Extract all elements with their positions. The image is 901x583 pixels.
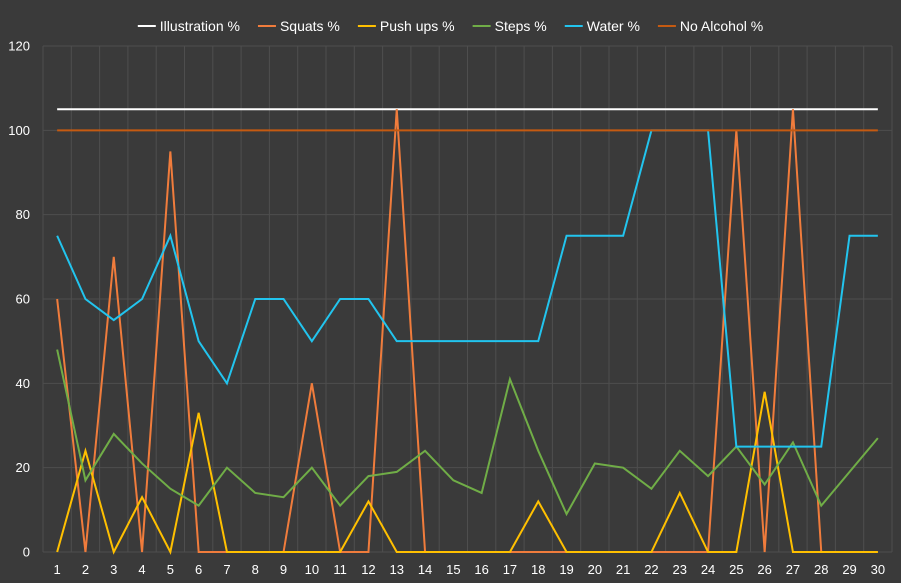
x-tick-label: 18 xyxy=(531,562,545,577)
x-tick-label: 17 xyxy=(503,562,517,577)
legend-label-no-alcohol: No Alcohol % xyxy=(680,18,763,34)
series-line-steps xyxy=(56,349,879,517)
legend-label-squats: Squats % xyxy=(280,18,340,34)
series-line-water xyxy=(56,129,878,448)
x-tick-label: 2 xyxy=(82,562,89,577)
y-tick-label: 100 xyxy=(8,123,30,138)
x-tick-label: 25 xyxy=(729,562,743,577)
y-tick-label: 0 xyxy=(23,545,30,560)
grid-lines xyxy=(42,45,893,553)
x-tick-label: 21 xyxy=(616,562,630,577)
x-tick-label: 7 xyxy=(223,562,230,577)
x-tick-label: 9 xyxy=(280,562,287,577)
x-tick-label: 6 xyxy=(195,562,202,577)
x-tick-label: 20 xyxy=(588,562,602,577)
legend: Illustration % Squats % Push ups % Steps % W… xyxy=(137,18,763,34)
x-tick-label: 13 xyxy=(390,562,404,577)
series-line-push-ups xyxy=(56,391,878,555)
x-axis-ticks: 1 2 3 4 5 6 7 8 9 10 11 12 13 14 15 16 17 18 19 20 21 22 23 24 2… xyxy=(54,562,886,577)
legend-label-illustration: Illustration % xyxy=(160,18,240,34)
x-tick-label: 4 xyxy=(138,562,145,577)
x-tick-label: 27 xyxy=(786,562,800,577)
x-tick-label: 5 xyxy=(167,562,174,577)
y-tick-label: 60 xyxy=(16,292,30,307)
x-tick-label: 22 xyxy=(644,562,658,577)
y-axis-ticks: 0 20 40 60 80 100 120 xyxy=(8,39,30,560)
series-lines xyxy=(56,108,879,555)
y-tick-label: 40 xyxy=(16,376,30,391)
x-tick-label: 1 xyxy=(54,562,61,577)
x-tick-label: 11 xyxy=(333,562,347,577)
legend-label-steps: Steps % xyxy=(495,18,547,34)
x-tick-label: 30 xyxy=(871,562,885,577)
y-tick-label: 20 xyxy=(16,460,30,475)
x-tick-label: 14 xyxy=(418,562,432,577)
x-tick-label: 8 xyxy=(252,562,259,577)
x-tick-label: 24 xyxy=(701,562,715,577)
x-tick-label: 19 xyxy=(559,562,573,577)
x-tick-label: 3 xyxy=(110,562,117,577)
x-tick-label: 29 xyxy=(842,562,856,577)
x-tick-label: 12 xyxy=(361,562,375,577)
x-tick-label: 26 xyxy=(757,562,771,577)
x-tick-label: 28 xyxy=(814,562,828,577)
x-tick-label: 10 xyxy=(305,562,319,577)
legend-label-water: Water % xyxy=(587,18,640,34)
y-tick-label: 120 xyxy=(8,39,30,54)
y-tick-label: 80 xyxy=(16,207,30,222)
x-tick-label: 16 xyxy=(474,562,488,577)
x-tick-label: 15 xyxy=(446,562,460,577)
x-tick-label: 23 xyxy=(673,562,687,577)
legend-label-push-ups: Push ups % xyxy=(380,18,455,34)
